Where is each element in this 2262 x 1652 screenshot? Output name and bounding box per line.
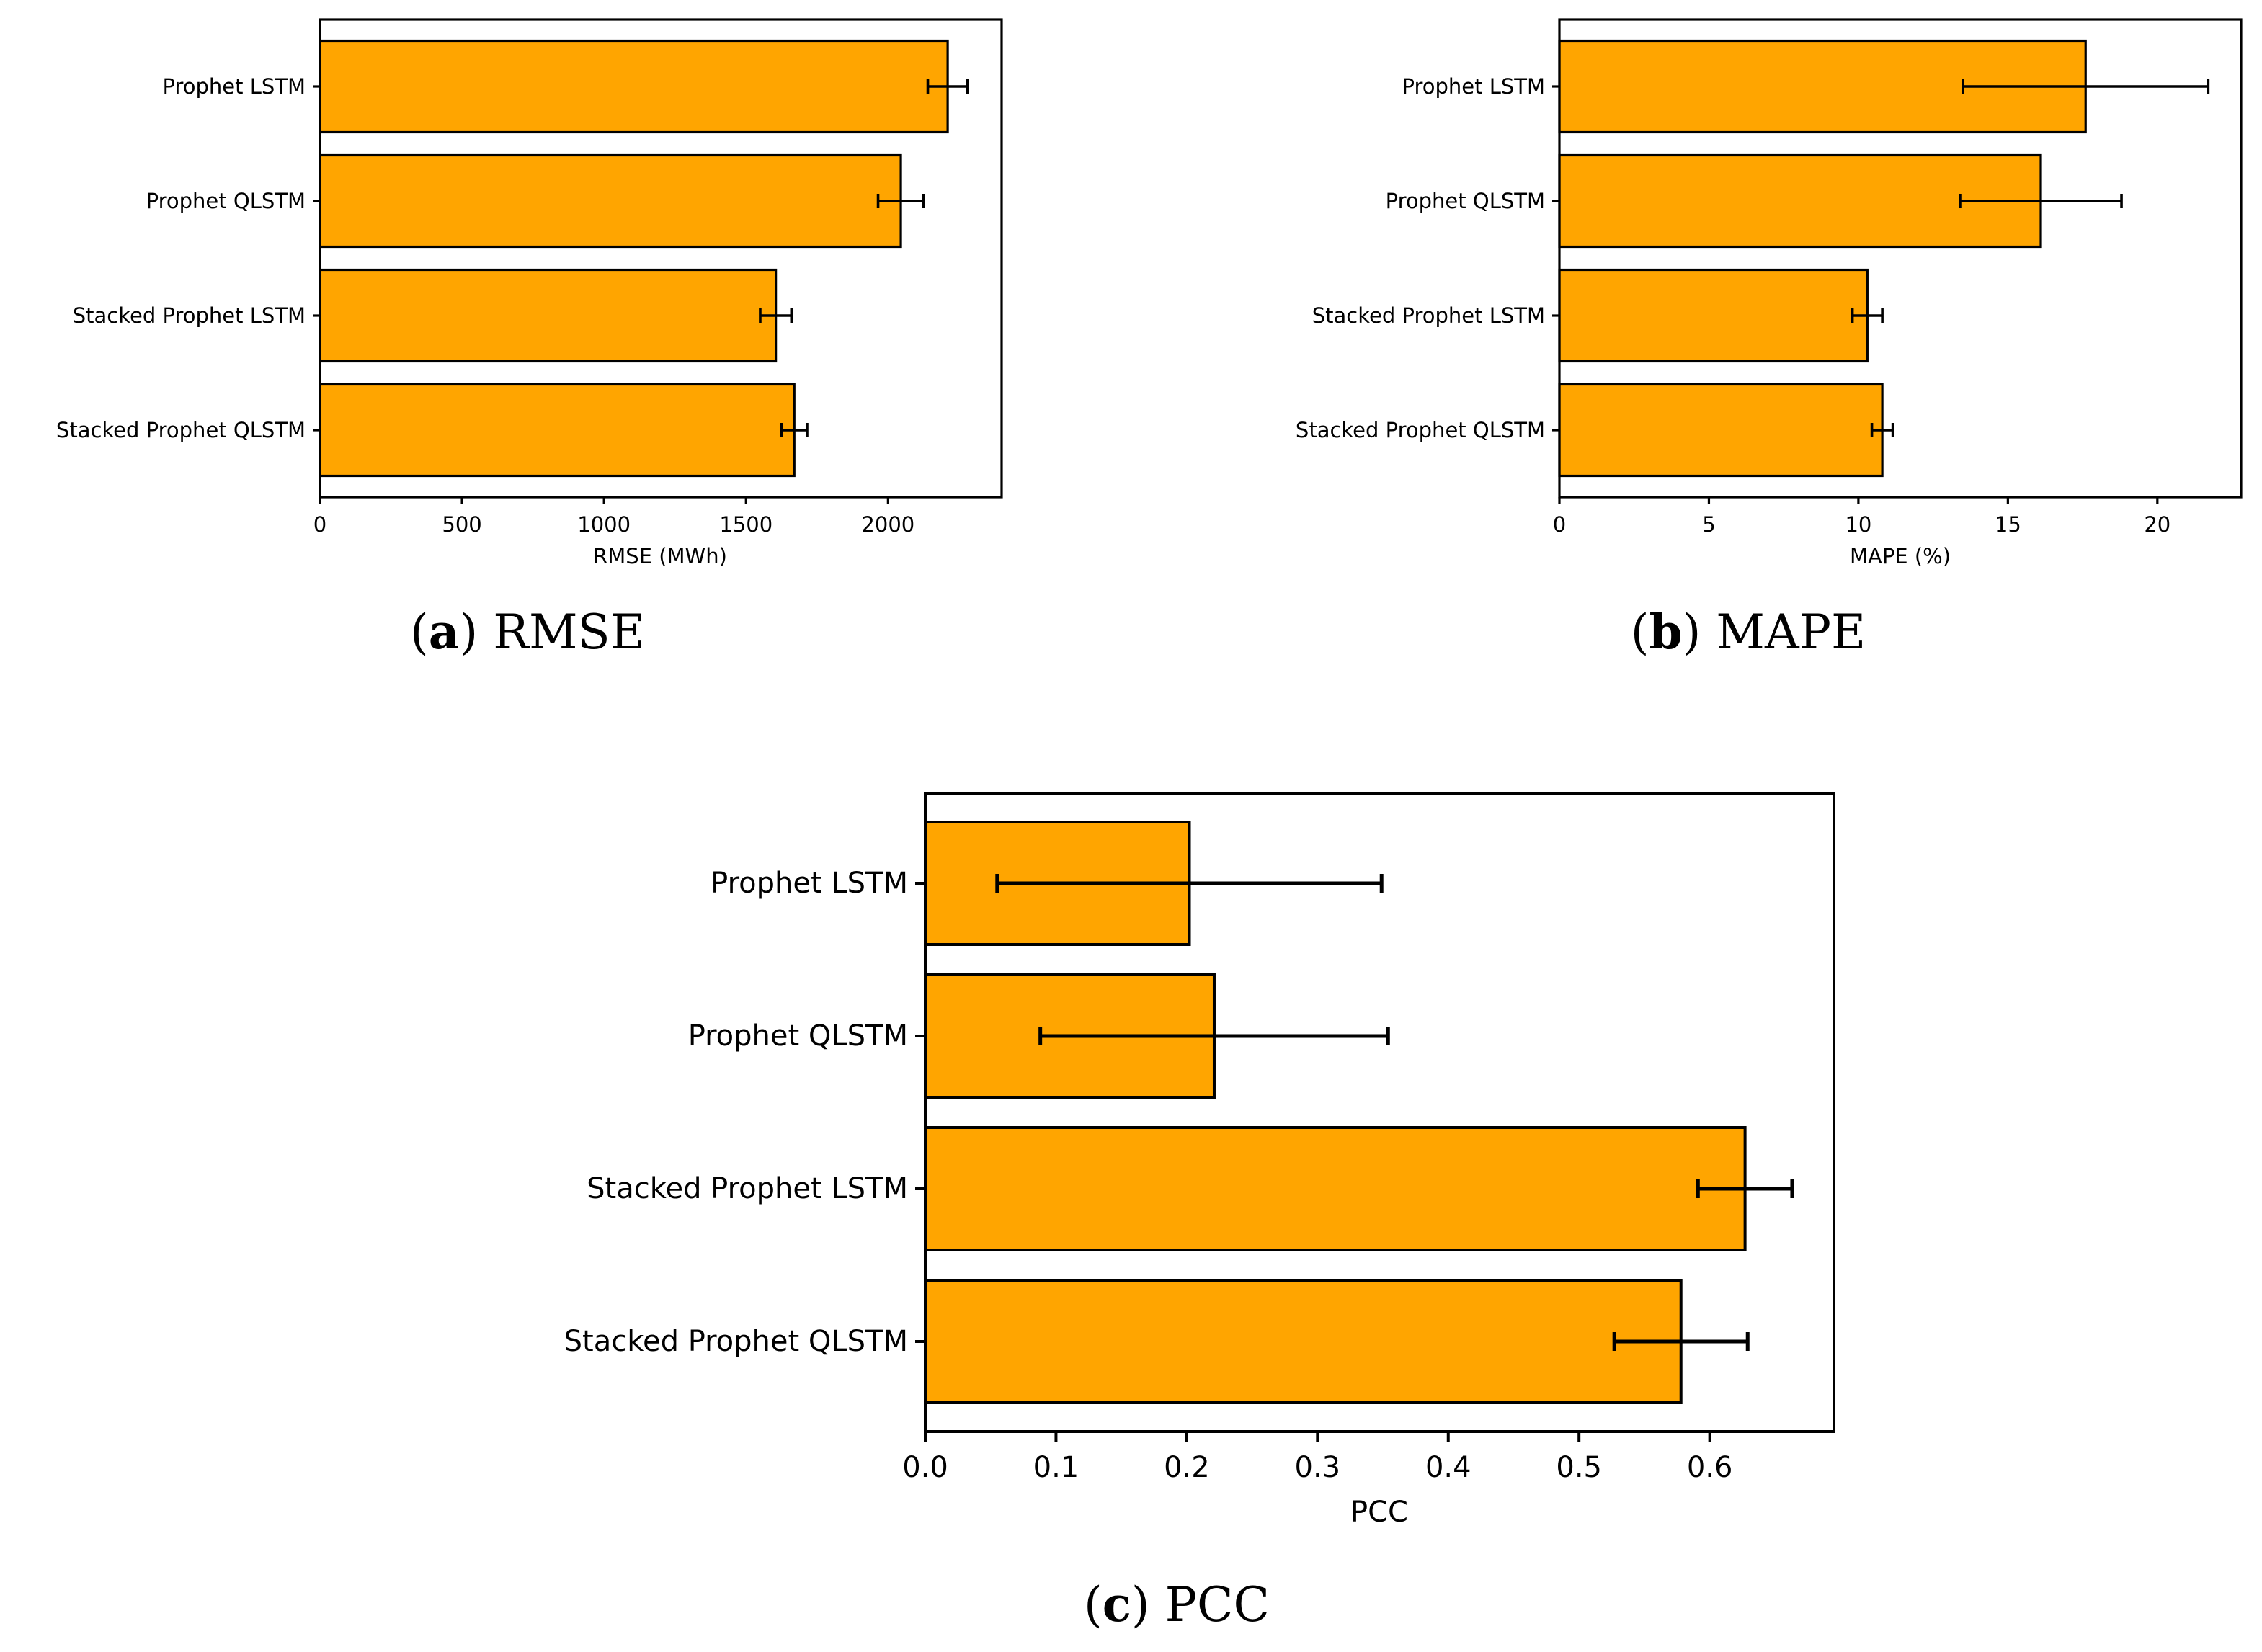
pcc-y-tick-label-prophet-lstm: Prophet LSTM: [711, 867, 908, 900]
rmse-error-bars: [759, 79, 969, 437]
pcc-bar-stacked-prophet-qlstm: [924, 1279, 1683, 1404]
mape-panel: 0 5 10 15 20 Prophet LSTM Prophet QLSTM Stacke…: [1296, 18, 2243, 660]
mape-error-bar-prophet-lstm: [1962, 79, 2210, 94]
pcc-panel: 0.0 0.1 0.2 0.3 0.4 0.5 0.6 Prophet LSTMProphe…: [564, 792, 1835, 1633]
mape-caption-text: MAPE: [1716, 604, 1866, 660]
pcc-x-tick-label-2: 0.2: [1164, 1451, 1210, 1484]
pcc-error-bars: [995, 874, 1794, 1351]
rmse-y-tick-label-stacked-prophet-qlstm: Stacked Prophet QLSTM: [56, 418, 306, 442]
mape-x-tick-label-0: 0: [1553, 512, 1566, 537]
rmse-x-ticks: 0 500 1000 1500 2000: [313, 497, 914, 537]
pcc-error-bar-stacked-prophet-lstm: [1696, 1179, 1794, 1198]
mape-bars: [1558, 39, 2087, 478]
mape-x-tick-label-1: 5: [1702, 512, 1715, 537]
pcc-x-tick-label-4: 0.4: [1425, 1451, 1471, 1484]
pcc-bar-stacked-prophet-lstm: [924, 1126, 1747, 1251]
pcc-error-bar-prophet-qlstm: [1038, 1027, 1390, 1045]
pcc-bars: [924, 821, 1747, 1404]
rmse-error-bar-stacked-prophet-qlstm: [780, 423, 809, 437]
pcc-x-tick-label-3: 0.3: [1295, 1451, 1341, 1484]
rmse-caption: (a) RMSE: [410, 604, 645, 660]
pcc-x-tick-label-1: 0.1: [1033, 1451, 1079, 1484]
mape-x-axis-label: MAPE (%): [1850, 544, 1951, 568]
rmse-bars: [319, 39, 949, 478]
mape-x-tick-label-2: 10: [1845, 512, 1871, 537]
rmse-bar-prophet-qlstm: [319, 153, 902, 249]
mape-y-tick-label-stacked-prophet-lstm: Stacked Prophet LSTM: [1312, 303, 1545, 328]
mape-y-tick-label-prophet-qlstm: Prophet QLSTM: [1386, 189, 1545, 213]
pcc-caption-letter: c: [1103, 1576, 1131, 1633]
rmse-y-tick-label-stacked-prophet-lstm: Stacked Prophet LSTM: [73, 303, 306, 328]
mape-y-ticks: Prophet LSTM Prophet QLSTM Stacked Prophet…: [1296, 74, 1559, 442]
rmse-y-tick-label-prophet-lstm: Prophet LSTM: [162, 74, 306, 99]
rmse-caption-text: RMSE: [493, 604, 645, 660]
pcc-x-tick-label-0: 0.0: [902, 1451, 948, 1484]
rmse-error-bar-stacked-prophet-lstm: [759, 308, 793, 323]
mape-x-tick-label-3: 15: [1995, 512, 2021, 537]
pcc-caption: (c) PCC: [1084, 1576, 1270, 1633]
pcc-y-tick-label-prophet-qlstm: Prophet QLSTM: [688, 1019, 908, 1053]
rmse-error-bar-prophet-lstm: [926, 79, 969, 94]
rmse-x-tick-label-3: 1500: [719, 512, 772, 537]
mape-error-bar-stacked-prophet-qlstm: [1870, 423, 1894, 437]
mape-x-ticks: 0 5 10 15 20: [1553, 497, 2170, 537]
rmse-bar-prophet-lstm: [319, 39, 949, 134]
pcc-y-tick-label-stacked-prophet-lstm: Stacked Prophet LSTM: [587, 1172, 908, 1205]
mape-axes-frame: [1558, 18, 2243, 499]
pcc-y-tick-label-stacked-prophet-qlstm: Stacked Prophet QLSTM: [564, 1325, 908, 1358]
mape-y-tick-label-prophet-lstm: Prophet LSTM: [1402, 74, 1545, 99]
mape-caption-letter: b: [1649, 604, 1683, 660]
mape-y-tick-label-stacked-prophet-qlstm: Stacked Prophet QLSTM: [1296, 418, 1545, 442]
rmse-x-tick-label-0: 0: [313, 512, 326, 537]
rmse-y-ticks: Prophet LSTM Prophet QLSTM Stacked Prophet…: [56, 74, 320, 442]
pcc-caption-text: PCC: [1165, 1577, 1270, 1633]
rmse-bar-stacked-prophet-qlstm: [319, 383, 796, 478]
rmse-x-tick-label-1: 500: [442, 512, 481, 537]
pcc-x-axis-label: PCC: [1350, 1496, 1408, 1529]
rmse-error-bar-prophet-qlstm: [876, 194, 925, 208]
mape-bar-stacked-prophet-qlstm: [1558, 383, 1884, 478]
pcc-axes-frame: [924, 792, 1835, 1433]
mape-error-bar-prophet-qlstm: [1959, 194, 2123, 208]
rmse-x-tick-label-2: 1000: [577, 512, 631, 537]
mape-caption: (b) MAPE: [1631, 604, 1866, 660]
mape-bar-stacked-prophet-lstm: [1558, 268, 1869, 363]
rmse-bar-stacked-prophet-lstm: [319, 268, 778, 363]
mape-error-bars: [1851, 79, 2210, 437]
pcc-error-bar-stacked-prophet-qlstm: [1612, 1332, 1750, 1351]
pcc-x-ticks: 0.0 0.1 0.2 0.3 0.4 0.5 0.6: [902, 1432, 1732, 1484]
pcc-x-tick-label-5: 0.5: [1556, 1451, 1602, 1484]
rmse-caption-letter: a: [429, 604, 460, 660]
mape-error-bar-stacked-prophet-lstm: [1851, 308, 1884, 323]
rmse-x-axis-label: RMSE (MWh): [593, 544, 727, 568]
rmse-axes-frame: [319, 18, 1003, 499]
rmse-x-tick-label-4: 2000: [861, 512, 914, 537]
rmse-y-tick-label-prophet-qlstm: Prophet QLSTM: [146, 189, 306, 213]
pcc-y-ticks: Prophet LSTM Prophet QLSTM Stacked Prophet…: [564, 867, 925, 1358]
pcc-error-bar-prophet-lstm: [995, 874, 1384, 893]
mape-x-tick-label-4: 20: [2144, 512, 2170, 537]
rmse-panel: 0 500 1000 1500 2000 Prophet LSTM Prophet QLS…: [56, 18, 1003, 660]
pcc-x-tick-label-6: 0.6: [1687, 1451, 1733, 1484]
